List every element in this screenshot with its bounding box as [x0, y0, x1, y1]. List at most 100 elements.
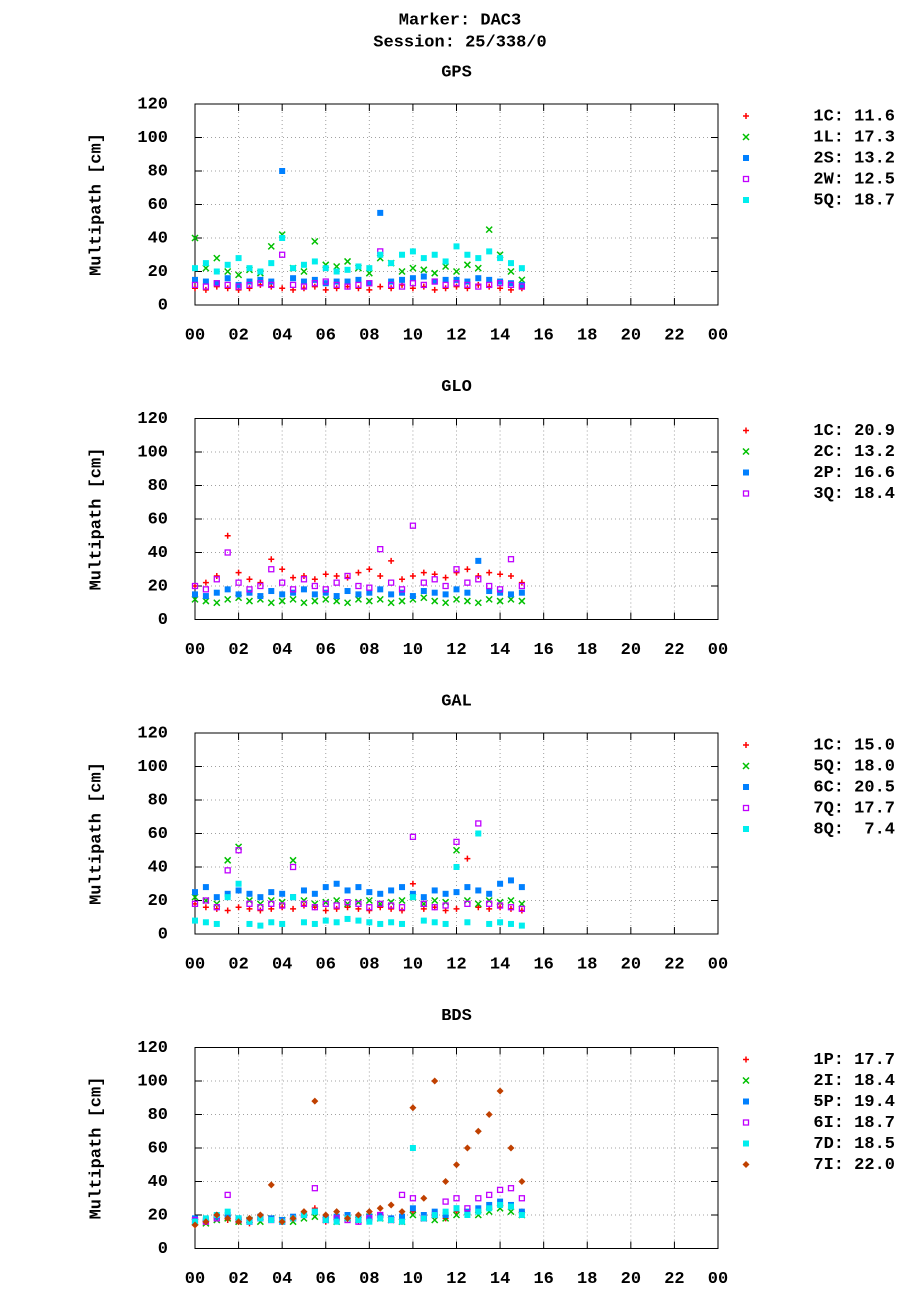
data-point [355, 1217, 362, 1224]
data-point [366, 907, 373, 914]
data-point [224, 867, 231, 874]
x-tick-label: 20 [621, 326, 641, 345]
data-point [431, 904, 438, 911]
data-point [420, 588, 427, 595]
data-point [246, 920, 253, 927]
data-point [431, 1208, 438, 1215]
data-point [486, 900, 493, 907]
data-point [442, 262, 450, 271]
data-point [431, 251, 438, 258]
data-point [202, 904, 209, 911]
data-point [191, 234, 199, 242]
data-point [442, 258, 449, 265]
data-point [453, 586, 460, 593]
data-point [431, 286, 438, 293]
data-point [463, 597, 471, 605]
data-point [257, 593, 264, 600]
legend-marker [743, 113, 749, 119]
data-point [518, 884, 525, 891]
data-point [409, 894, 416, 901]
data-point [507, 280, 514, 287]
data-point [377, 1212, 384, 1218]
data-point [420, 894, 427, 901]
data-point [366, 904, 373, 911]
x-tick-label: 06 [316, 326, 336, 345]
data-point [355, 917, 362, 924]
legend-label: 2C: 13.2 [813, 443, 895, 462]
x-tick-label: 06 [316, 1270, 336, 1289]
data-point [333, 880, 340, 887]
data-point [507, 896, 515, 905]
data-point [322, 265, 329, 272]
data-point [507, 1208, 515, 1216]
legend-label: 6I: 18.7 [813, 1114, 895, 1133]
data-point [311, 582, 319, 590]
x-tick-label: 14 [490, 955, 510, 974]
legend-marker [742, 804, 750, 812]
data-point [311, 1185, 319, 1192]
data-point [333, 572, 340, 579]
data-point [388, 260, 395, 267]
data-point [485, 1111, 493, 1118]
data-point [420, 900, 427, 907]
data-point [409, 275, 416, 282]
data-point [235, 579, 242, 586]
data-point [290, 589, 297, 596]
legend-marker [742, 1119, 750, 1126]
data-point [213, 280, 220, 287]
data-point [311, 237, 319, 245]
data-point [213, 268, 220, 275]
data-point [290, 905, 297, 912]
data-point [333, 919, 340, 926]
data-point [191, 582, 199, 590]
data-point [322, 1217, 329, 1224]
x-tick-label: 16 [533, 326, 553, 345]
y-tick-label: 20 [148, 892, 168, 911]
data-point [507, 904, 515, 911]
data-point [366, 280, 373, 287]
x-tick-label: 00 [185, 1270, 205, 1289]
data-point [246, 890, 253, 897]
data-point [475, 275, 482, 282]
legend-marker [742, 1161, 750, 1168]
data-point [202, 278, 209, 285]
data-point [377, 890, 384, 897]
data-point [213, 254, 221, 262]
data-point [388, 1217, 395, 1224]
data-point [246, 281, 253, 289]
x-tick-label: 22 [664, 1270, 684, 1289]
data-point [420, 594, 428, 602]
data-point [442, 920, 449, 927]
data-point [507, 1185, 515, 1192]
data-point [452, 846, 461, 854]
data-point [333, 268, 340, 275]
data-point [377, 209, 384, 216]
data-point [202, 286, 209, 293]
data-point [257, 907, 264, 914]
data-point [453, 905, 460, 912]
data-point [311, 1097, 319, 1105]
data-point [235, 591, 242, 598]
x-tick-label: 06 [316, 641, 336, 660]
data-point [344, 1214, 352, 1222]
data-point [300, 599, 308, 607]
data-point [453, 276, 460, 283]
y-tick-label: 40 [148, 229, 168, 248]
data-point [420, 255, 427, 262]
data-point [213, 904, 220, 911]
data-point [246, 589, 253, 596]
data-point [322, 907, 329, 914]
data-point [518, 905, 526, 913]
legend-marker [743, 427, 749, 434]
data-point [192, 591, 198, 598]
data-point [366, 889, 373, 896]
data-point [322, 595, 330, 603]
data-point [399, 920, 406, 927]
data-point [268, 588, 275, 595]
data-point [322, 571, 329, 578]
data-point [420, 1215, 427, 1222]
data-point [257, 904, 264, 911]
data-point [387, 902, 395, 909]
x-tick-label: 12 [446, 955, 466, 974]
legend-label: 7D: 18.5 [813, 1135, 895, 1154]
